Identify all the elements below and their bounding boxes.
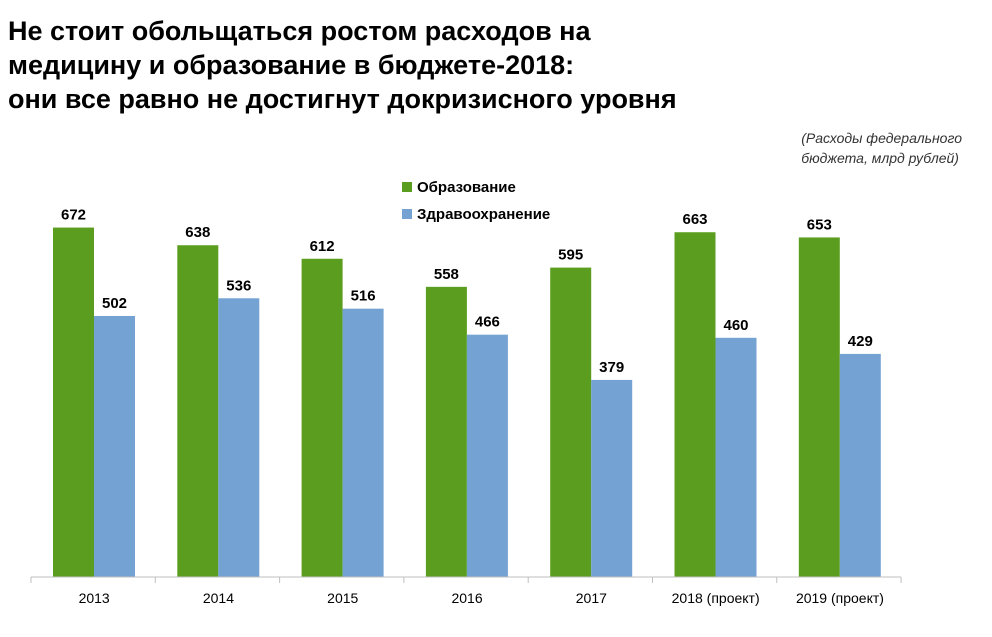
value-label-education-4: 595 [558,247,583,264]
legend-swatch-health [402,209,412,219]
bar-health-0 [94,315,135,577]
x-tick-label-4: 2017 [576,590,607,606]
bars-layer: 672 502 638 536 612 516 558 466 595 379 663 460 653 4… [53,207,881,578]
x-axis: 2013 2014 2015 2016 2017 2018 (проект) 2019 (п… [30,576,902,606]
legend-swatch-education [402,182,412,192]
bar-health-2 [342,308,384,577]
value-label-health-1: 536 [226,277,251,294]
title-line-3: они все равно не достигнут докризисного … [8,84,677,114]
bar-education-4 [550,267,592,577]
chart-title: Не стоит обольщаться ростом расходов на … [8,14,677,116]
x-tick-label-1: 2014 [203,590,234,606]
value-label-health-2: 516 [351,288,376,305]
bar-education-6 [798,237,840,577]
value-label-education-0: 672 [61,207,86,224]
value-label-health-3: 466 [475,314,500,331]
subtitle-line-2: бюджета, млрд рублей) [801,150,959,166]
x-tick-label-6: 2019 (проект) [796,590,884,606]
x-tick-label-3: 2016 [451,590,482,606]
bar-health-1 [218,298,260,577]
x-tick-label-2: 2015 [327,590,358,606]
bar-health-5 [715,337,757,577]
value-label-health-5: 460 [723,317,748,334]
bar-education-2 [301,258,343,577]
value-label-education-6: 653 [807,216,832,233]
title-line-1: Не стоит обольщаться ростом расходов на [8,16,591,46]
value-label-education-2: 612 [310,238,335,255]
bar-education-5 [674,232,716,578]
value-label-education-5: 663 [682,211,707,228]
x-tick-label-0: 2013 [79,590,110,606]
legend: Образование Здравоохранение [402,179,550,223]
bar-health-6 [839,353,881,577]
bar-education-1 [177,245,219,578]
value-label-education-1: 638 [185,224,210,241]
value-label-health-0: 502 [102,295,127,312]
bar-health-4 [591,379,633,577]
value-label-health-6: 429 [848,333,873,350]
bar-education-3 [425,286,467,577]
chart-subtitle: (Расходы федерального бюджета, млрд рубл… [801,128,962,168]
legend-label-health: Здравоохранение [417,206,550,223]
legend-label-education: Образование [417,179,516,196]
subtitle-line-1: (Расходы федерального [801,130,962,146]
x-tick-label-5: 2018 (проект) [672,590,760,606]
title-line-2: медицину и образование в бюджете-2018: [8,50,575,80]
value-label-education-3: 558 [434,266,459,283]
value-label-health-4: 379 [599,359,624,376]
bar-education-0 [53,227,94,577]
bar-health-3 [466,334,508,577]
